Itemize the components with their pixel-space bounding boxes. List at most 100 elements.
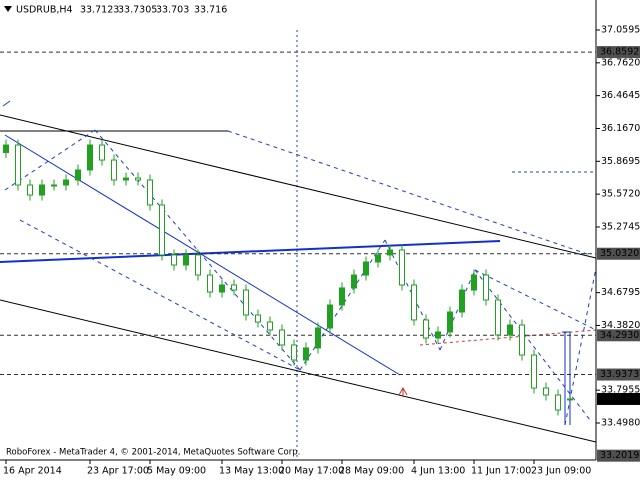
y-tick-label: 33.7955 xyxy=(601,385,640,396)
candle-body xyxy=(219,284,225,293)
symbol-icon xyxy=(4,6,12,12)
candle-body xyxy=(303,347,309,361)
candle-body xyxy=(159,204,165,256)
x-tick-label: 16 Apr 2014 xyxy=(3,466,62,477)
header-open: 33.7123 xyxy=(80,5,119,16)
candle-body xyxy=(171,254,177,266)
x-tick-label: 28 May 09:00 xyxy=(339,466,404,477)
candle-body xyxy=(495,299,501,336)
candle-body xyxy=(339,287,345,306)
candle-body xyxy=(111,159,117,181)
channel-line xyxy=(19,219,301,371)
candle-body xyxy=(363,261,369,276)
header-high: 33.7305 xyxy=(118,5,157,16)
candle-body xyxy=(459,289,465,313)
trend-line xyxy=(4,134,401,376)
candle-body xyxy=(207,274,213,293)
x-tick-label: 23 Apr 17:00 xyxy=(87,466,149,477)
candle-body xyxy=(567,398,573,401)
y-tick-label: 35.5720 xyxy=(601,189,640,200)
x-tick-label: 5 May 09:00 xyxy=(147,466,206,477)
level-label: 36.8592 xyxy=(600,47,639,58)
candle-body xyxy=(543,387,549,396)
level-label: 34.2930 xyxy=(600,330,639,341)
analysis-lines xyxy=(0,30,597,460)
candle-body xyxy=(291,344,297,361)
level-box xyxy=(597,329,640,342)
candle-body xyxy=(327,304,333,329)
y-tick-label: 35.8695 xyxy=(601,156,640,167)
trend-line xyxy=(0,240,501,263)
header-low: 33.703 xyxy=(156,5,189,16)
y-tick-label: 36.7620 xyxy=(601,57,640,68)
candle-body xyxy=(435,331,441,339)
x-tick-label: 23 Jun 09:00 xyxy=(531,466,591,477)
x-tick-label: 4 Jun 13:00 xyxy=(411,466,465,477)
level-box xyxy=(597,449,640,462)
candle-body xyxy=(483,274,489,301)
level-box xyxy=(597,368,640,381)
trend-line xyxy=(0,299,597,443)
level-label: 33.7160 xyxy=(600,393,639,404)
footer: RoboForex - MetaTrader 4, © 2001-2014, M… xyxy=(6,448,300,458)
candle-body xyxy=(87,144,93,171)
level-label: 35.0320 xyxy=(600,248,639,259)
candle-body xyxy=(147,179,153,206)
candle-body xyxy=(507,324,513,336)
trend-line xyxy=(0,114,597,259)
candle-body xyxy=(39,184,45,196)
candle-body xyxy=(3,144,9,153)
candle-body xyxy=(63,179,69,186)
y-tick-label: 36.1670 xyxy=(601,123,640,134)
arrow xyxy=(2,100,11,107)
candle-body xyxy=(423,319,429,339)
candle-body xyxy=(183,254,189,266)
candle-body xyxy=(447,311,453,333)
candle-body xyxy=(531,354,537,389)
level-box xyxy=(597,46,640,59)
candle-body xyxy=(519,324,525,356)
candle-body xyxy=(267,321,273,331)
level-label: 33.9373 xyxy=(600,369,639,380)
candle-body xyxy=(387,249,393,256)
candle-body xyxy=(231,284,237,291)
x-tick-label: 20 May 17:00 xyxy=(279,466,344,477)
candle-body xyxy=(243,289,249,316)
level-box xyxy=(597,247,640,260)
candle-body xyxy=(51,184,57,187)
candle-body xyxy=(411,284,417,321)
candle-body xyxy=(255,314,261,323)
candle-body xyxy=(27,184,33,196)
candle-body xyxy=(75,169,81,181)
candle-body xyxy=(15,144,21,186)
candle-body xyxy=(399,249,405,286)
projection-bar xyxy=(562,331,571,425)
up-arrow xyxy=(398,386,408,397)
header-close: 33.716 xyxy=(194,5,227,16)
candle-body xyxy=(351,274,357,289)
candle-body xyxy=(279,329,285,346)
y-tick-label: 35.2745 xyxy=(601,221,640,232)
candle-body xyxy=(471,274,477,291)
y-tick-label: 37.0595 xyxy=(601,25,640,36)
y-tick-label: 34.3820 xyxy=(601,320,640,331)
y-tick-label: 33.4980 xyxy=(601,418,640,429)
candle-body xyxy=(195,254,201,276)
y-tick-label: 34.6795 xyxy=(601,287,640,298)
candle-body xyxy=(123,177,129,181)
channel-line xyxy=(299,239,386,371)
x-tick-label: 11 Jun 17:00 xyxy=(471,466,531,477)
level-label: 33.2019 xyxy=(600,450,639,461)
chart-title: USDRUB,H4 xyxy=(16,5,73,16)
candle-body xyxy=(99,144,105,161)
y-tick-label: 36.4645 xyxy=(601,90,640,101)
level-box xyxy=(597,392,640,405)
candle-body xyxy=(555,394,561,411)
candle-body xyxy=(135,177,141,181)
candle-body xyxy=(375,254,381,263)
candle-body xyxy=(315,327,321,349)
x-tick-label: 13 May 13:00 xyxy=(219,466,284,477)
channel-line xyxy=(474,269,597,331)
channel-line xyxy=(439,269,476,351)
